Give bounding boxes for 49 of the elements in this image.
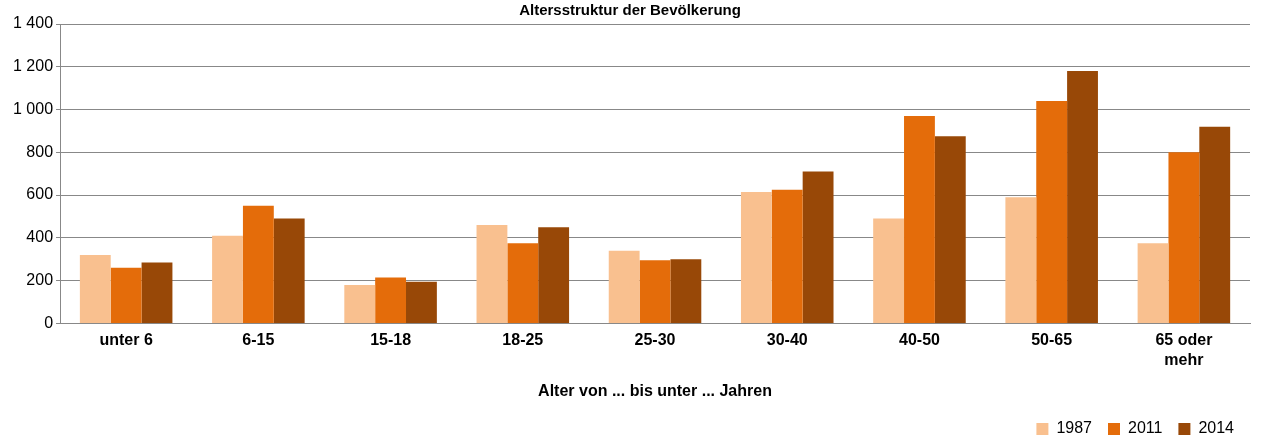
bar <box>273 218 305 323</box>
bar <box>141 262 173 323</box>
bar <box>242 205 274 323</box>
y-tick-label: 1 400 <box>12 14 54 32</box>
x-tick-label: 65 oder mehr <box>1155 331 1213 368</box>
y-tick-label: 1 000 <box>12 99 54 117</box>
bar <box>639 260 671 323</box>
x-tick-label: 15-18 <box>370 331 412 349</box>
y-tick-label: 600 <box>26 185 54 203</box>
bar <box>507 243 539 323</box>
bar <box>344 284 376 323</box>
bar <box>873 218 905 323</box>
bar <box>476 225 508 323</box>
bar <box>670 259 702 323</box>
bar <box>1199 126 1231 323</box>
bar <box>212 235 243 323</box>
x-tick-label: unter 6 <box>99 331 153 349</box>
bar <box>904 115 935 323</box>
x-tick-label: 18-25 <box>502 331 544 349</box>
bar <box>110 267 142 323</box>
bar <box>1137 243 1169 323</box>
y-tick-label: 1 200 <box>12 57 54 75</box>
y-tick-label: 200 <box>26 271 54 289</box>
y-tick-label: 0 <box>44 313 54 331</box>
bar <box>934 136 966 323</box>
x-axis-title: Alter von ... bis unter ... Jahren <box>538 381 772 399</box>
bar <box>608 250 640 323</box>
bar <box>1036 100 1068 323</box>
bar <box>1005 197 1037 323</box>
legend-label: 1987 <box>1056 419 1093 437</box>
bar <box>375 277 407 323</box>
bar <box>406 281 437 323</box>
x-tick-label: 25-30 <box>634 331 676 349</box>
bar <box>538 227 570 323</box>
bar <box>1168 152 1200 323</box>
y-tick-label: 400 <box>26 228 54 246</box>
bar <box>802 171 834 323</box>
bar <box>79 254 111 323</box>
bar <box>740 191 772 323</box>
x-tick-label: 50-65 <box>1031 331 1073 349</box>
chart-title: Altersstruktur der Bevölkerung <box>519 1 741 19</box>
x-tick-label: 6-15 <box>242 331 275 349</box>
x-tick-label: 30-40 <box>766 331 808 349</box>
legend-label: 2011 <box>1128 419 1163 437</box>
x-tick-label: 40-50 <box>898 331 941 349</box>
bar <box>771 189 803 323</box>
legend-label: 2014 <box>1198 419 1235 437</box>
y-tick-label: 800 <box>26 142 54 160</box>
bar <box>1067 71 1098 323</box>
